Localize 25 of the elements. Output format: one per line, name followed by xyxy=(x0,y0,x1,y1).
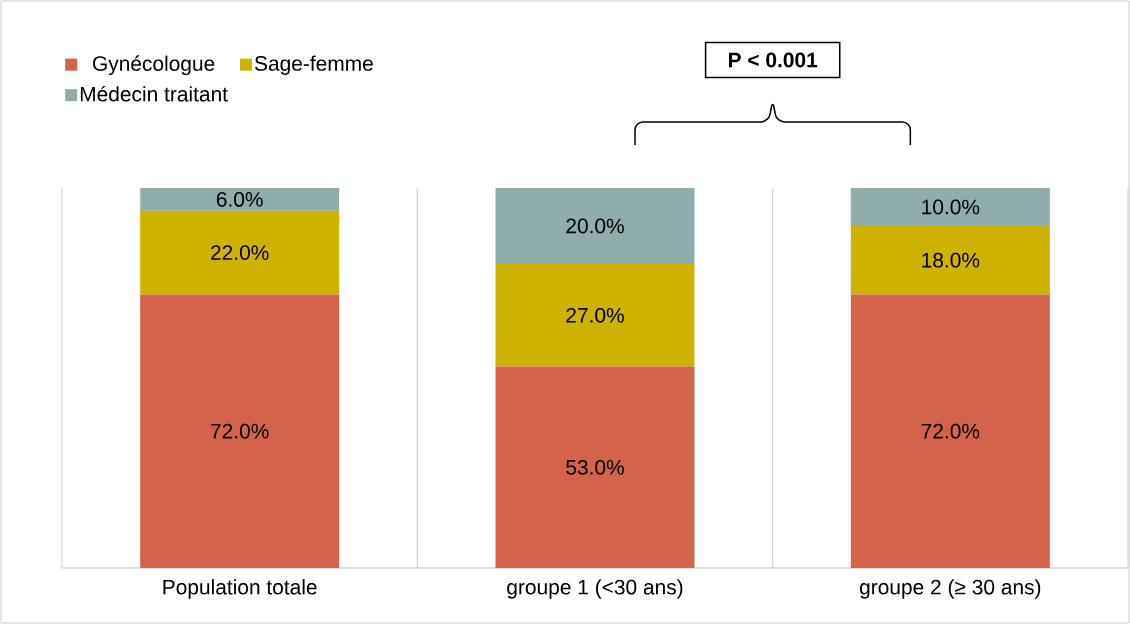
legend-label: Sage-femme xyxy=(254,55,373,75)
data-label: 20.0% xyxy=(566,218,624,234)
x-tick-label: Population totale xyxy=(163,579,317,599)
data-label: 6.0% xyxy=(216,191,263,207)
data-label: 72.0% xyxy=(211,423,269,439)
text: P < 0.001 xyxy=(729,52,818,68)
legend-label: Médecin traitant xyxy=(80,85,228,102)
x-tick-label: groupe 2 (≥ 30 ans) xyxy=(859,579,1041,599)
x-tick-label: groupe 1 (<30 ans) xyxy=(507,579,683,599)
bar xyxy=(850,187,1050,226)
bar xyxy=(495,263,695,367)
bar xyxy=(140,294,340,568)
bar xyxy=(495,366,695,568)
bar xyxy=(850,294,1050,568)
bar xyxy=(495,187,695,264)
bar xyxy=(850,225,1050,295)
data-label: 18.0% xyxy=(922,252,980,268)
bar xyxy=(140,210,340,295)
data-label: 27.0% xyxy=(566,307,624,323)
data-label: 53.0% xyxy=(566,459,624,475)
data-label: 72.0% xyxy=(921,423,980,439)
legend-label: Gynécologue xyxy=(93,55,215,76)
data-label: 22.0% xyxy=(211,245,269,260)
bar xyxy=(140,187,340,211)
data-label: 10.0% xyxy=(922,199,980,215)
